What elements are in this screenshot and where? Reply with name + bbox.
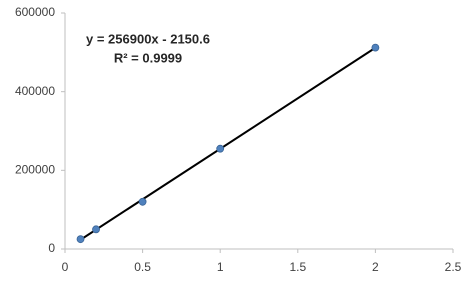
x-tick-label: 1 (217, 260, 224, 274)
equation: y = 256900x - 2150.6 (86, 31, 210, 46)
data-point (216, 144, 225, 153)
y-tick-label: 0 (48, 241, 55, 255)
y-tick-label: 400000 (15, 84, 55, 98)
data-point (76, 235, 85, 244)
y-tick-label: 200000 (15, 163, 55, 177)
x-tick-label: 0.5 (134, 260, 151, 274)
x-tick-label: 1.5 (289, 260, 306, 274)
r-squared: R² = 0.9999 (114, 50, 182, 65)
trendline (79, 46, 376, 241)
x-tick-label: 2.5 (445, 260, 462, 274)
data-point (92, 225, 100, 234)
y-tick-label: 600000 (15, 5, 55, 19)
data-point (138, 197, 147, 206)
data-point (371, 43, 380, 52)
x-tick-label: 0 (62, 260, 69, 274)
x-tick-label: 2 (372, 260, 379, 274)
